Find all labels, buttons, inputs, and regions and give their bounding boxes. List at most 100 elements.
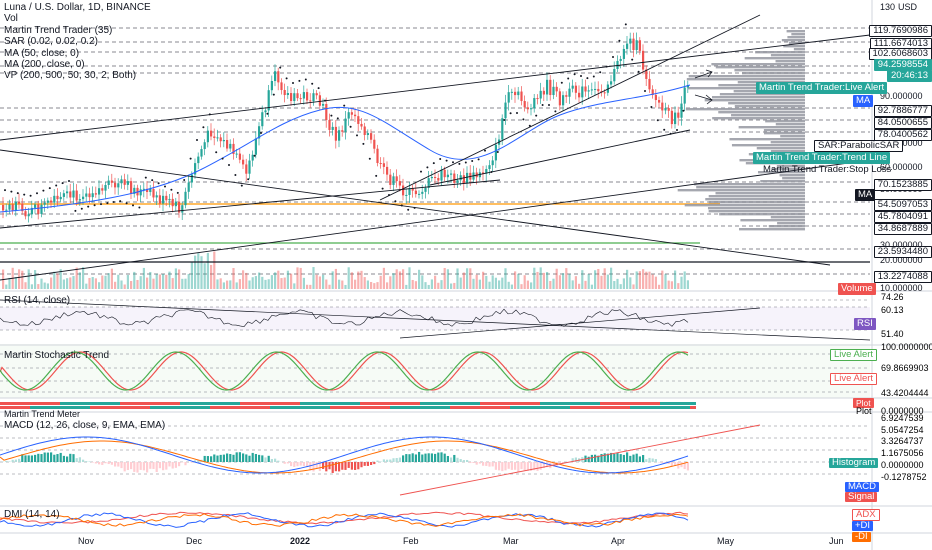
stoch-live-alert-green[interactable]: Live Alert <box>830 349 878 361</box>
volume-label[interactable]: Volume <box>838 283 876 295</box>
candle-body <box>34 204 37 208</box>
candle-body <box>562 95 565 106</box>
volume-bar <box>686 280 689 289</box>
sar-dot <box>554 110 557 113</box>
stoch-legend[interactable]: Martin Stochastic Trend <box>4 350 110 361</box>
meter-cell <box>84 406 90 409</box>
trend-line <box>0 159 871 281</box>
indicator-ma200[interactable]: MA (200, close, 0) <box>4 59 85 71</box>
meter-cell <box>546 402 552 405</box>
volume-bar <box>469 268 472 289</box>
volume-bar <box>325 279 328 289</box>
price-level-tag[interactable]: 84.0500655 <box>873 117 932 129</box>
volume-bar <box>523 275 526 289</box>
price-level-tag[interactable]: 54.5097053 <box>873 199 932 211</box>
candle-body <box>62 193 65 197</box>
signal-label[interactable]: Signal <box>845 492 878 502</box>
live-alert-label[interactable]: Martin Trend Trader:Live Alert <box>756 82 888 94</box>
macd-label[interactable]: MACD <box>845 482 879 492</box>
volume-bar <box>382 267 385 289</box>
histogram-bar <box>510 462 513 470</box>
meter-cell <box>150 402 156 405</box>
meter-cell <box>12 406 18 409</box>
sar-dot <box>356 134 358 137</box>
dmi-legend[interactable]: DMI (14, 14) <box>4 509 60 520</box>
volume-profile-bar <box>770 141 805 144</box>
adx-label[interactable]: ADX <box>852 509 880 521</box>
price-level-tag[interactable]: 70.1523885 <box>873 179 932 191</box>
meter-badge[interactable]: Plot <box>853 398 874 408</box>
volume-bar <box>322 274 325 289</box>
meter-cell <box>330 402 336 405</box>
minus-di-label[interactable]: -DI <box>852 532 871 542</box>
histogram-bar <box>674 462 677 466</box>
candle-body <box>197 156 200 164</box>
indicator-volume-profile[interactable]: VP (200, 500, 50, 30, 2, Both) <box>4 70 137 82</box>
meter-cell <box>582 406 588 409</box>
candle-body <box>584 86 587 92</box>
meter-plot-label[interactable]: Plot <box>856 406 872 416</box>
price-level-tag[interactable]: 119.7690986 <box>869 25 932 37</box>
rsi-legend[interactable]: RSI (14, close) <box>4 295 71 306</box>
macd-line <box>0 436 689 474</box>
volume-bar <box>642 269 645 289</box>
candle-body <box>645 69 648 79</box>
indicator-martin-trend-trader[interactable]: Martin Trend Trader (35) <box>4 24 113 36</box>
histogram-bar <box>459 459 462 462</box>
meter-legend[interactable]: Martin Trend Meter <box>4 409 81 419</box>
price-level-tag[interactable]: 45.7804091 <box>873 211 932 223</box>
volume-bar <box>18 269 21 289</box>
x-axis-label: Dec <box>186 536 203 546</box>
volume-bar <box>414 281 417 289</box>
sar-label[interactable]: SAR:ParabolicSAR <box>814 140 904 152</box>
trend-line-label[interactable]: Martin Trend Trader:Trend Line <box>753 152 891 164</box>
indicator-ma50[interactable]: MA (50, close, 0) <box>4 47 80 59</box>
sar-dot <box>567 77 570 80</box>
macd-value: 5.0547254 <box>881 425 924 435</box>
plus-di-label[interactable]: +DI <box>852 521 874 531</box>
sar-dot <box>330 114 333 117</box>
volume-bar <box>530 282 533 289</box>
price-level-tag[interactable]: 13.2274088 <box>873 271 932 283</box>
indicator-sar[interactable]: SAR (0.02, 0.02, 0.2) <box>4 36 98 48</box>
meter-cell <box>390 406 396 409</box>
candle-body <box>578 92 581 98</box>
volume-profile-bar <box>686 78 805 81</box>
symbol-title[interactable]: Luna / U.S. Dollar, 1D, BINANCE <box>4 2 151 13</box>
histogram-bar <box>536 462 539 471</box>
histogram-bar <box>174 462 177 468</box>
meter-cell <box>594 406 600 409</box>
ma200-label[interactable]: MA <box>855 189 876 201</box>
meter-cell <box>630 406 636 409</box>
stoch-live-alert-red[interactable]: Live Alert <box>830 373 878 385</box>
meter-cell <box>312 402 318 405</box>
sar-dot <box>164 185 166 188</box>
sar-dot <box>93 204 96 207</box>
stop-loss-label[interactable]: Martin Trend Trader:Stop Loss <box>763 164 892 175</box>
histogram-bar <box>440 452 443 462</box>
histogram-bar <box>229 454 232 462</box>
price-level-tag[interactable]: 92.7886777 <box>873 105 932 117</box>
rsi-label[interactable]: RSI <box>854 318 876 330</box>
candle-body <box>283 90 286 96</box>
sar-dot <box>400 204 403 207</box>
ma-label[interactable]: MA <box>853 95 874 107</box>
meter-cell <box>570 406 576 409</box>
candle-body <box>165 195 168 201</box>
macd-legend[interactable]: MACD (12, 26, close, 9, EMA, EMA) <box>4 420 166 431</box>
candle-body <box>232 143 235 154</box>
histogram-bar <box>104 462 107 464</box>
histogram-bar <box>162 462 165 471</box>
trend-line <box>0 34 871 141</box>
meter-cell <box>558 402 564 405</box>
price-level-tag[interactable]: 23.5934480 <box>873 246 932 258</box>
histogram-label[interactable]: Histogram <box>829 458 879 468</box>
histogram-bar <box>306 462 309 468</box>
price-level-tag[interactable]: 34.8687889 <box>873 223 932 235</box>
candle-body <box>680 103 683 118</box>
price-level-tag[interactable]: 20:46:13 <box>887 70 932 82</box>
meter-cell <box>360 402 366 405</box>
volume-legend[interactable]: Vol <box>4 13 18 25</box>
volume-bar <box>283 277 286 289</box>
